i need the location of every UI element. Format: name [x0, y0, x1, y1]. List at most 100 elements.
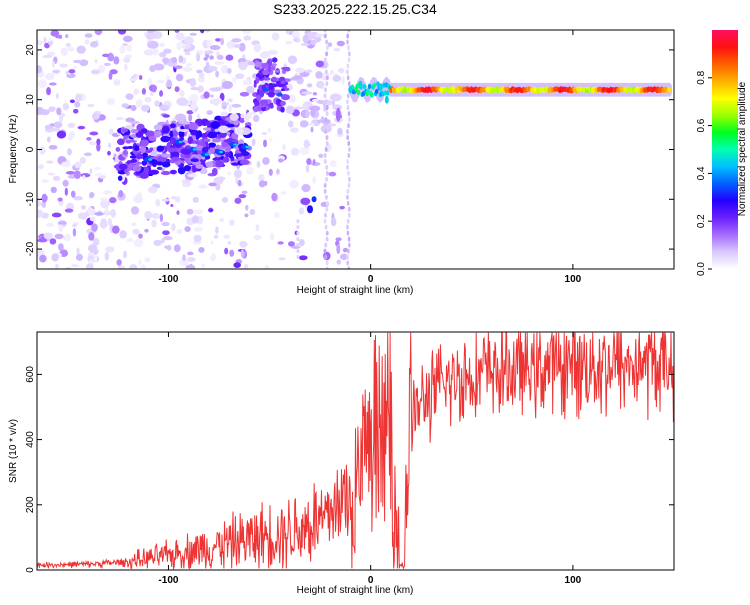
spectrogram-cell	[87, 103, 95, 108]
spectrogram-cell	[56, 130, 67, 139]
spectrogram-cell	[296, 249, 300, 254]
spectrogram-cell	[196, 52, 201, 62]
spectrogram-cell	[186, 110, 194, 115]
spectrogram-cell	[256, 94, 262, 101]
spectrogram-cell	[179, 90, 185, 97]
spectrogram-cell	[214, 128, 219, 133]
spectrogram-cell	[259, 51, 271, 59]
spectrogram-cell	[141, 160, 148, 166]
spectrogram-cell	[101, 53, 110, 58]
snr-y-tick-label: 0	[25, 567, 36, 573]
spectrogram-cell	[57, 197, 63, 202]
spectrogram-cell	[135, 154, 144, 160]
spectrogram-peak	[204, 153, 209, 156]
spectrogram-cell	[174, 113, 187, 122]
spectrogram-main-line	[376, 81, 380, 87]
spectrogram-cell	[176, 210, 180, 215]
spectrogram-cell	[203, 50, 214, 55]
spectrogram-cell	[341, 76, 345, 85]
spectrogram-cell	[129, 120, 140, 125]
spectrogram-cell	[280, 106, 285, 113]
spectrogram-cell	[275, 69, 280, 73]
spectrogram-cell	[129, 264, 138, 269]
spectrogram-cell	[295, 67, 305, 74]
spectrogram-cell	[65, 34, 69, 39]
spectrogram-cell	[258, 180, 266, 188]
spectrogram-cell	[51, 253, 59, 262]
spectrogram-cell	[233, 169, 243, 179]
spectrogram-cell	[323, 248, 327, 254]
spectrogram-cell	[73, 196, 83, 201]
spectrogram-cell	[156, 166, 163, 170]
spectrogram-cell	[274, 89, 282, 93]
spectrogram-cell	[122, 42, 128, 47]
spectrogram-cell	[196, 69, 203, 74]
spectrogram-cell	[91, 112, 100, 120]
spectrogram-cell	[156, 79, 165, 84]
spectrogram-cell	[52, 175, 61, 182]
spectrogram-cell	[131, 222, 137, 227]
spectrogram-cell	[72, 224, 77, 228]
spectrogram-cell	[133, 239, 144, 248]
spectrogram-cell	[330, 69, 334, 75]
spectrogram-cell	[291, 30, 300, 39]
spectrogram-cell	[56, 107, 62, 116]
spectrogram-cell	[92, 237, 100, 246]
spectrogram-cell	[128, 163, 135, 168]
spectrogram-cell	[144, 228, 149, 233]
spectrogram-cell	[151, 148, 158, 158]
spectrogram-cell	[160, 170, 171, 176]
spectrogram-cell	[346, 230, 350, 236]
spectrogram-cell	[119, 230, 127, 239]
spectrogram-cell	[198, 76, 205, 83]
spectrogram-cell	[346, 164, 349, 170]
spectrogram-cell	[174, 86, 180, 93]
spectrogram-cell	[281, 94, 290, 101]
spectrogram-cell	[330, 217, 337, 227]
spectrogram-cell	[132, 228, 140, 235]
snr-y-label: SNR (10 * v/v)	[8, 419, 19, 483]
spectrogram-cell	[90, 69, 101, 75]
spectrogram-cell	[75, 93, 83, 102]
spectrogram-cell	[184, 165, 191, 170]
spectrogram-cell	[306, 158, 312, 166]
spectrogram-cell	[50, 186, 57, 194]
spectrogram-cell	[117, 175, 123, 181]
spectrogram-cell	[75, 253, 83, 262]
spectrogram-cell	[347, 81, 351, 87]
spectrogram-cell	[148, 186, 158, 194]
spectrogram-cell	[255, 223, 260, 232]
spectrogram-cell	[162, 114, 170, 118]
spectrogram-cell	[41, 212, 50, 219]
spectrogram-cell	[254, 100, 260, 107]
spectrogram-cell	[52, 69, 61, 74]
spectrogram-peak	[307, 205, 313, 214]
spectrogram-cell	[83, 152, 92, 157]
chart-title: S233.2025.222.15.25.C34	[273, 1, 437, 17]
spectrogram-cell	[129, 77, 138, 82]
spectrogram-cell	[221, 102, 230, 106]
spectrogram-cell	[125, 93, 134, 100]
spectrogram-cell	[46, 86, 51, 96]
spectrogram-cell	[325, 164, 329, 170]
spectrogram-cell	[284, 87, 290, 91]
spectrogram-main-line	[372, 82, 377, 88]
spectrogram-cell	[89, 216, 96, 222]
snr-ticks: -100 0 100 0 200 400 600	[25, 332, 674, 586]
spectrogram-cell	[315, 71, 323, 79]
spectrogram-cell	[42, 54, 52, 59]
spectrogram-cell	[244, 213, 249, 218]
spectrogram-cell	[191, 215, 199, 224]
spectrogram-cell	[346, 135, 349, 141]
spectrogram-cell	[122, 146, 130, 150]
spectrogram-cell	[303, 139, 310, 149]
spectrogram-cell	[151, 212, 160, 219]
spectrogram-cell	[46, 160, 54, 164]
spectrogram-cell	[347, 182, 351, 188]
spectrogram-cell	[188, 94, 199, 103]
spectrogram-cell	[325, 176, 329, 182]
spectrogram-peak	[233, 143, 238, 146]
spectrogram-cell	[285, 40, 293, 45]
spectrogram-cell	[71, 264, 80, 268]
spectrogram-cell	[234, 127, 244, 135]
